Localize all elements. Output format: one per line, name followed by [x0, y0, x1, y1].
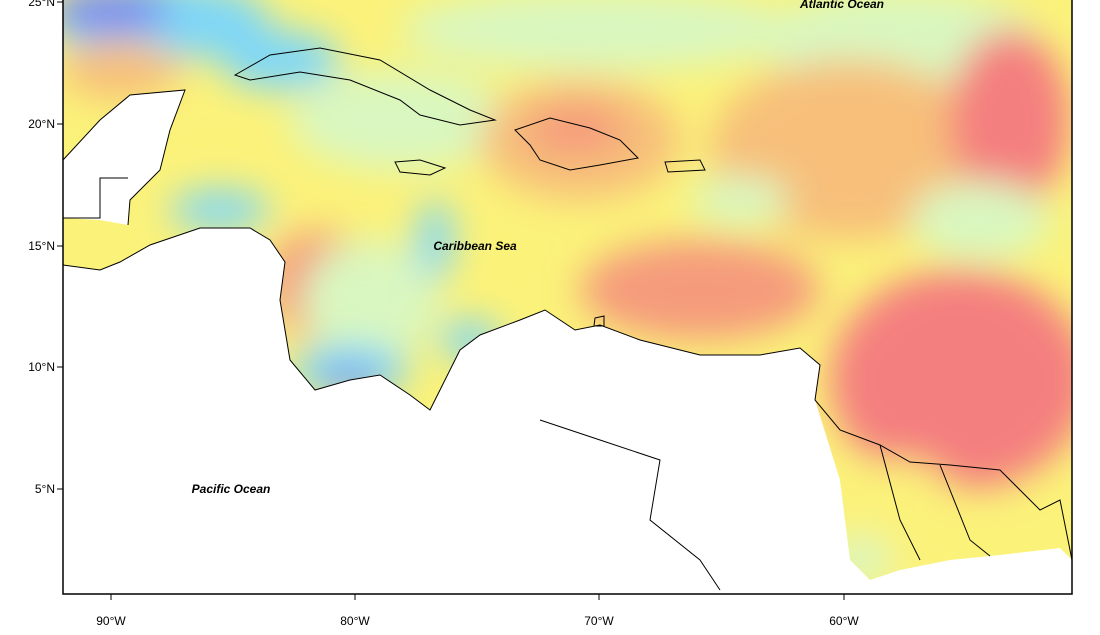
- cuba: [233, 47, 497, 126]
- lat-tick-label: 15°N: [28, 239, 55, 253]
- jamaica: [394, 159, 447, 176]
- lat-tick-label: 5°N: [35, 482, 55, 496]
- trinidad: [593, 315, 605, 327]
- labels: 25°N 20°N 15°N 10°N 5°N 90°W 80°W 70°W 60°W Atlan…: [28, 0, 884, 628]
- lon-tick-label: 70°W: [584, 614, 614, 628]
- lat-tick-label: 20°N: [28, 117, 55, 131]
- border: [539, 419, 991, 591]
- ocean-label: Pacific Ocean: [192, 482, 271, 496]
- map-frame: [62, 0, 1073, 595]
- lon-tick-label: 60°W: [829, 614, 859, 628]
- field: [63, 0, 1072, 594]
- lon-tick-label: 90°W: [96, 614, 126, 628]
- ocean-label: Caribbean Sea: [433, 239, 517, 253]
- lat-tick-label: 10°N: [28, 360, 55, 374]
- hispaniola: [514, 117, 640, 171]
- land: [63, 228, 1072, 594]
- coastline: [63, 89, 186, 226]
- puerto-rico: [664, 159, 706, 173]
- lat-tick-label: 25°N: [28, 0, 55, 9]
- ocean-label: Atlantic Ocean: [799, 0, 884, 11]
- land: [63, 90, 185, 225]
- lon-tick-label: 80°W: [340, 614, 370, 628]
